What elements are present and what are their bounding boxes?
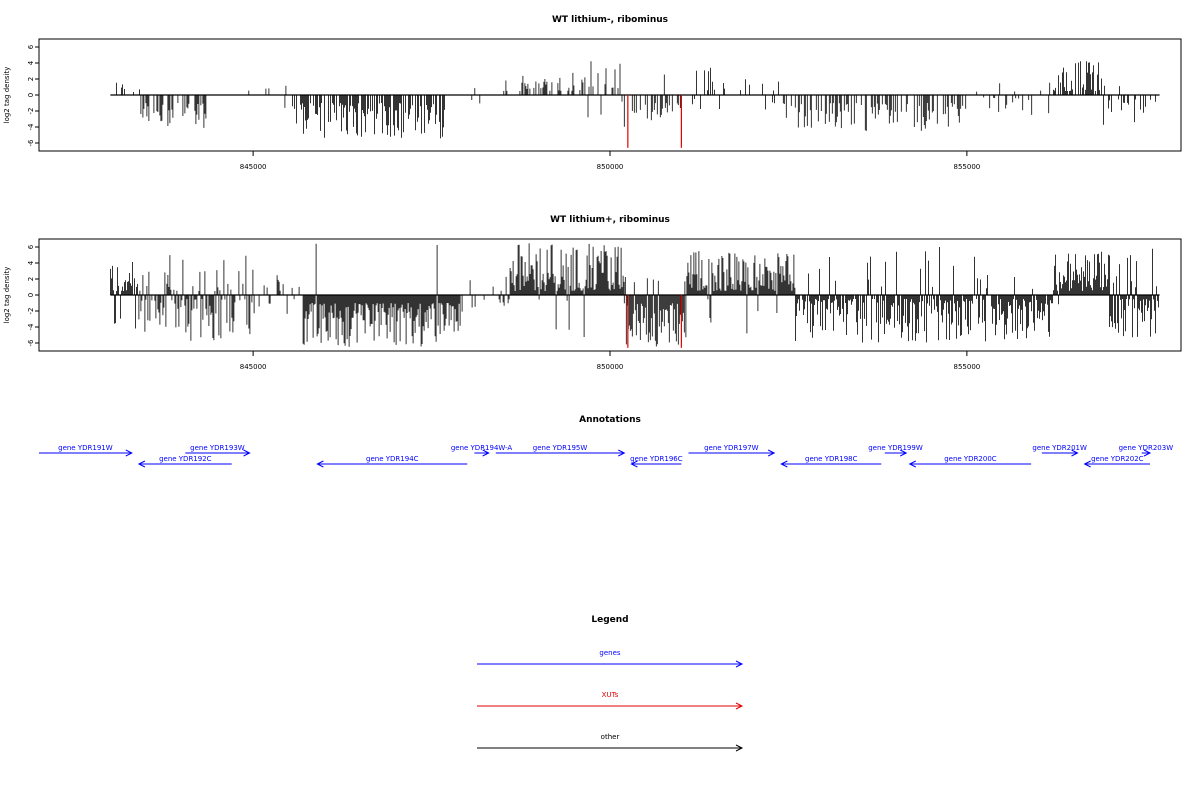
track-panel-lithium-minus: WT lithium-, ribominus -6 -4 -2 0 2 4 6 log2 tag… <box>3 15 1182 171</box>
arrow-head-right-icon <box>735 744 744 752</box>
gene-annotation: gene YDR202C <box>1083 455 1150 468</box>
arrow-head-left-icon <box>630 460 638 468</box>
arrow-head-left-icon <box>780 460 788 468</box>
x-tick-label: 855000 <box>954 363 981 371</box>
gene-annotation: gene YDR192C <box>137 455 232 468</box>
annotations-title: Annotations <box>579 415 641 425</box>
arrow-head-right-icon <box>243 449 251 457</box>
y-tick-label: -2 <box>27 108 35 115</box>
x-tick-label: 855000 <box>954 163 981 171</box>
gene-label: gene YDR195W <box>533 444 588 452</box>
arrow-head-left-icon <box>1083 460 1091 468</box>
gene-label: gene YDR192C <box>159 455 212 463</box>
arrow-head-right-icon <box>767 449 776 457</box>
y-axis-label: log2 tag density <box>3 267 11 324</box>
chart-title: WT lithium+, ribominus <box>550 215 670 225</box>
gene-label: gene YDR197W <box>704 444 759 452</box>
x-tick-label: 845000 <box>240 163 267 171</box>
arrow-head-left-icon <box>908 460 916 468</box>
gene-annotation: gene YDR197W <box>688 444 776 457</box>
y-tick-label: -6 <box>27 139 35 147</box>
gene-annotation: gene YDR193W <box>185 444 251 457</box>
gene-annotation: gene YDR194C <box>316 455 468 468</box>
gene-annotation: gene YDR194W-A <box>451 444 513 457</box>
legend-label: genes <box>599 649 620 657</box>
arrow-head-right-icon <box>1143 449 1152 457</box>
arrow-head-right-icon <box>735 660 744 668</box>
arrow-head-right-icon <box>125 449 133 457</box>
y-axis-label: log2 tag density <box>3 67 11 124</box>
gene-label: gene YDR193W <box>190 444 245 452</box>
y-tick-label: 2 <box>27 277 35 281</box>
arrow-head-right-icon <box>482 449 490 457</box>
y-tick-label: -4 <box>27 123 35 131</box>
gene-annotation: gene YDR196C <box>630 455 683 468</box>
arrow-head-right-icon <box>899 449 908 457</box>
gene-annotation: gene YDR199W <box>868 444 923 457</box>
y-tick-label: 0 <box>27 293 35 297</box>
legend-title: Legend <box>591 615 628 625</box>
x-tick-label: 850000 <box>597 163 624 171</box>
y-tick-label: -6 <box>27 339 35 347</box>
y-tick-label: -4 <box>27 323 35 331</box>
legend-label: XUTs <box>602 691 619 699</box>
arrow-head-left-icon <box>137 460 146 468</box>
legend-label: other <box>601 733 620 741</box>
y-tick-label: 0 <box>27 93 35 97</box>
x-tick-label: 845000 <box>240 363 267 371</box>
arrow-head-right-icon <box>618 449 626 457</box>
gene-annotation: gene YDR191W <box>39 444 133 457</box>
gene-label: gene YDR200C <box>944 455 997 463</box>
legend-item: other <box>477 733 744 752</box>
y-tick-label: 6 <box>27 44 35 49</box>
gene-label: gene YDR194C <box>366 455 419 463</box>
gene-label: gene YDR194W-A <box>451 444 513 452</box>
legend-panel: Legend genes XUTs other <box>477 615 744 752</box>
y-tick-label: 6 <box>27 244 35 249</box>
y-tick-label: 2 <box>27 77 35 81</box>
gene-annotation: gene YDR201W <box>1032 444 1087 457</box>
y-tick-label: -2 <box>27 308 35 315</box>
legend-item: XUTs <box>477 691 744 710</box>
arrow-head-right-icon <box>735 702 744 710</box>
gene-label: gene YDR191W <box>58 444 113 452</box>
gene-label: gene YDR202C <box>1091 455 1144 463</box>
legend-item: genes <box>477 649 744 668</box>
y-tick-label: 4 <box>27 60 35 65</box>
gene-label: gene YDR196C <box>630 455 683 463</box>
gene-label: gene YDR203W <box>1119 444 1174 452</box>
arrow-head-left-icon <box>316 460 324 468</box>
annotations-panel: Annotations gene YDR191W gene YDR192C gene … <box>39 415 1174 468</box>
arrow-head-right-icon <box>1071 449 1079 457</box>
gene-annotation: gene YDR198C <box>780 455 882 468</box>
gene-annotation: gene YDR195W <box>495 444 626 457</box>
gene-annotation: gene YDR203W <box>1119 444 1174 457</box>
chart-title: WT lithium-, ribominus <box>552 15 668 25</box>
x-tick-label: 850000 <box>597 363 624 371</box>
y-tick-label: 4 <box>27 260 35 265</box>
gene-label: gene YDR199W <box>868 444 923 452</box>
gene-annotation: gene YDR200C <box>908 455 1032 468</box>
gene-label: gene YDR201W <box>1032 444 1087 452</box>
track-panel-lithium-plus: WT lithium+, ribominus -6 -4 -2 0 2 4 6 log2 tag… <box>3 215 1182 371</box>
gene-label: gene YDR198C <box>805 455 858 463</box>
